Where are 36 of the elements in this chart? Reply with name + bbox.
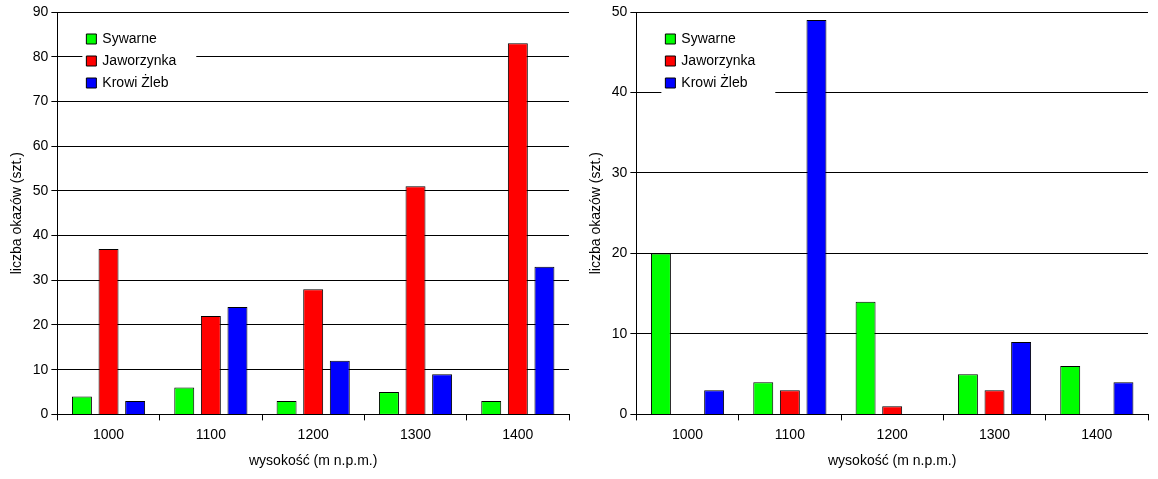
y-tick-label: 40 — [32, 226, 49, 243]
y-tick-label: 30 — [611, 163, 628, 180]
y-tick-label: 50 — [611, 2, 628, 19]
y-tick-label: 60 — [32, 136, 49, 153]
y-tick-label: 20 — [611, 244, 628, 261]
y-tick-label: 80 — [32, 47, 49, 64]
legend-label: Sywarne — [102, 29, 158, 46]
y-tick-label: 30 — [32, 271, 49, 288]
y-tick-label: 70 — [32, 92, 49, 109]
y-axis-title: liczba okazów (szt.) — [8, 152, 25, 275]
y-tick-label: 40 — [611, 83, 628, 100]
x-tick-label: 1100 — [195, 425, 227, 442]
legend-label: Jaworzynka — [681, 51, 756, 68]
y-tick-label: 0 — [619, 405, 628, 422]
x-tick-label: 1400 — [502, 425, 534, 442]
legend-label: Krowi Żleb — [102, 72, 169, 90]
y-tick-label: 10 — [611, 324, 628, 341]
x-tick-label: 1000 — [671, 425, 704, 442]
y-tick-label: 10 — [32, 360, 49, 377]
y-tick-label: 20 — [32, 315, 49, 332]
x-axis-title: wysokość (m n.p.m.) — [248, 452, 378, 469]
y-tick-label: 0 — [40, 405, 49, 422]
x-tick-label: 1200 — [876, 425, 908, 442]
legend-label: Krowi Żleb — [681, 72, 748, 90]
x-tick-label: 1400 — [1081, 425, 1113, 442]
x-tick-label: 1300 — [399, 425, 432, 442]
legend-label: Jaworzynka — [102, 51, 177, 68]
y-tick-label: 50 — [32, 181, 49, 198]
x-tick-label: 1000 — [92, 425, 125, 442]
x-axis-title: wysokość (m n.p.m.) — [827, 452, 957, 469]
x-tick-label: 1300 — [978, 425, 1011, 442]
y-tick-label: 90 — [32, 2, 49, 19]
x-tick-label: 1200 — [297, 425, 329, 442]
x-tick-label: 1100 — [774, 425, 806, 442]
legend-label: Sywarne — [681, 29, 737, 46]
y-axis-title: liczba okazów (szt.) — [587, 152, 604, 275]
